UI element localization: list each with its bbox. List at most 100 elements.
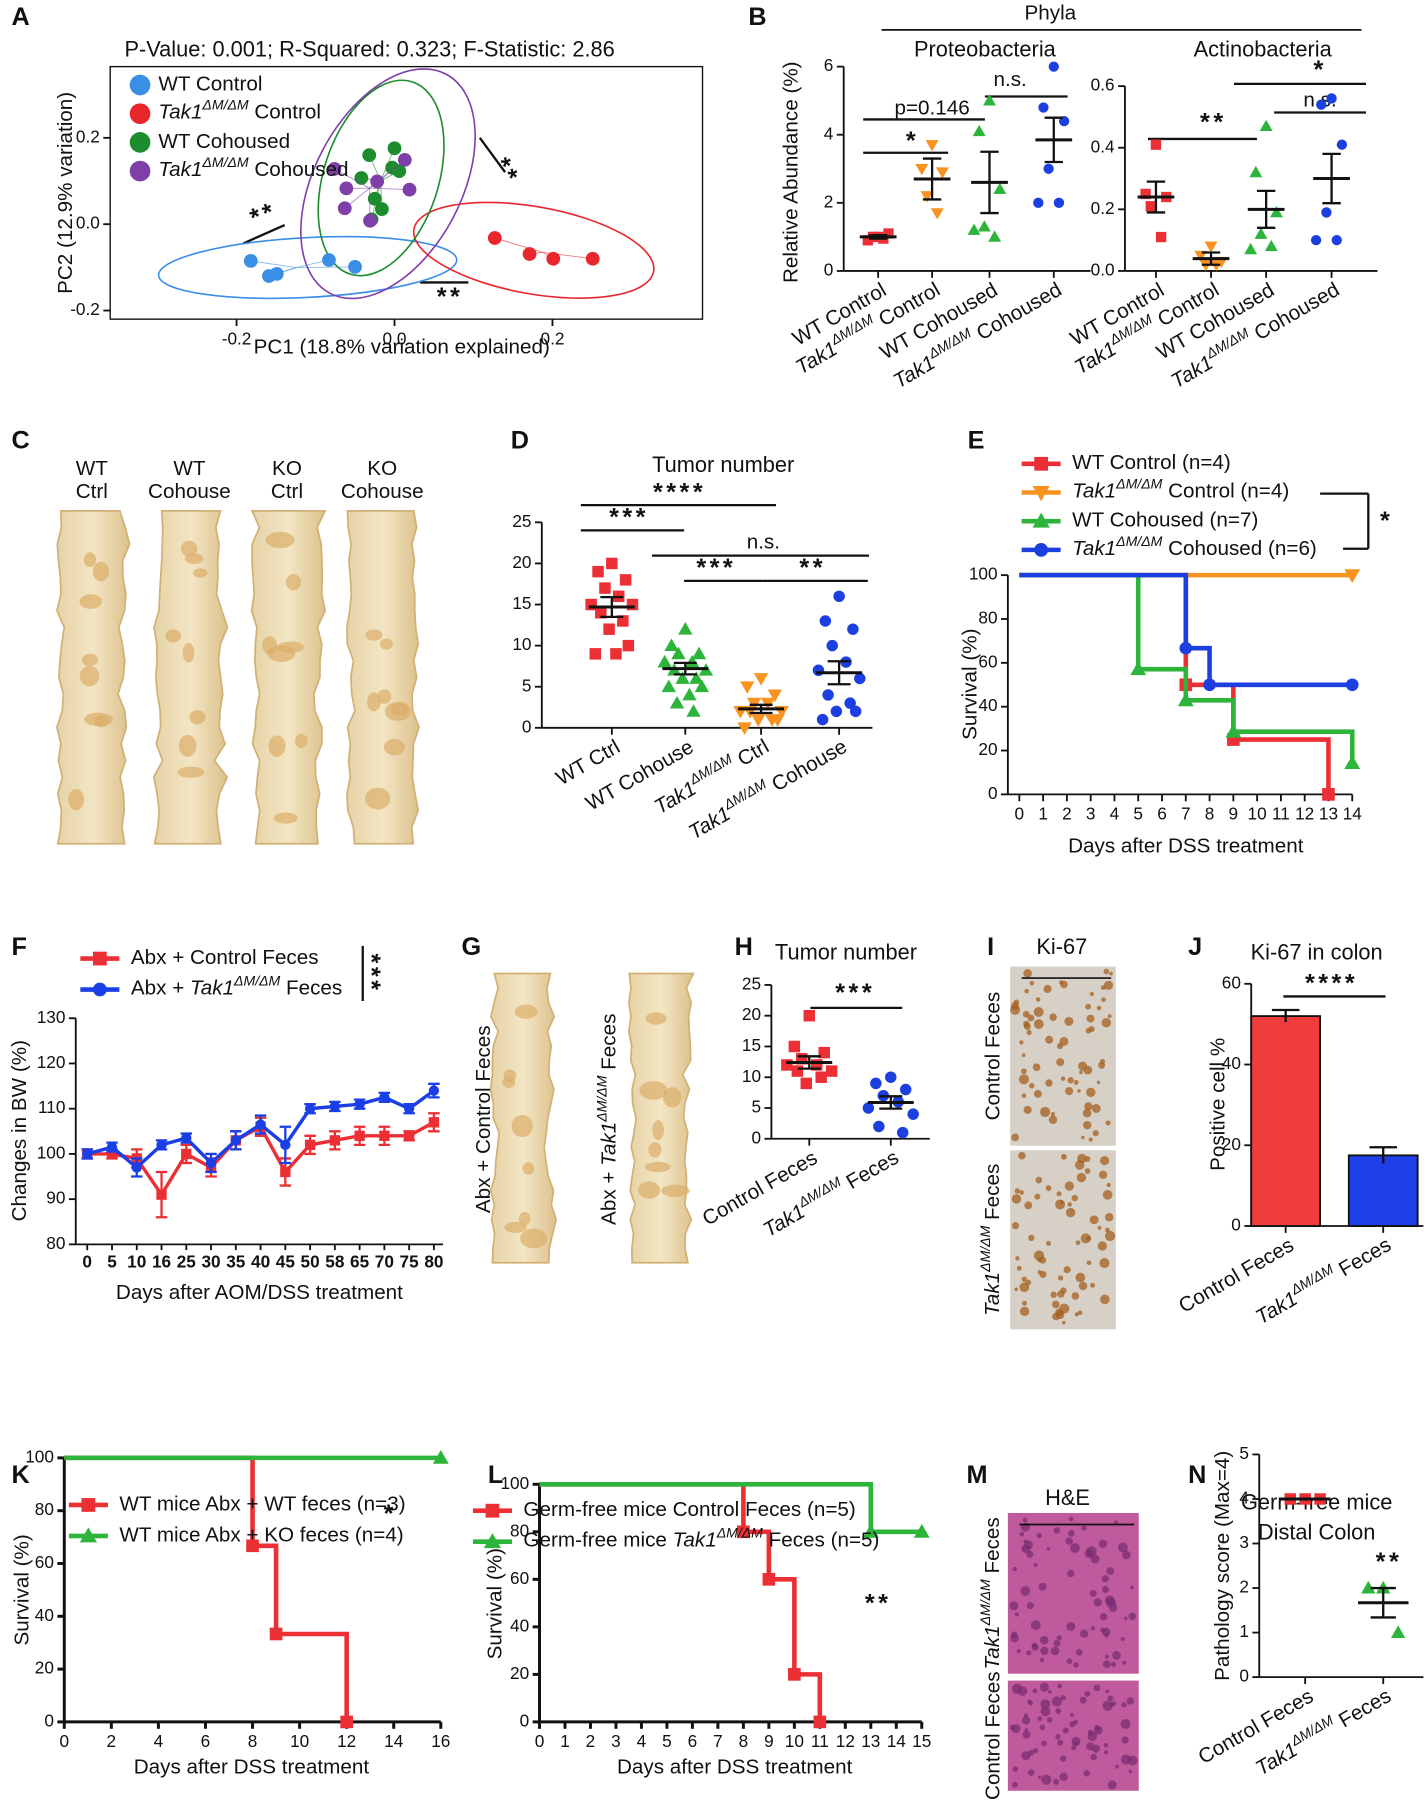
x-tick-label: 9 [1229,804,1239,824]
cell [1101,997,1106,1003]
cell [1025,1279,1032,1286]
y-tick-label: 60 [35,1552,54,1572]
colon-nodule [514,1004,538,1019]
marker [671,646,686,660]
colon-nodule [177,766,205,778]
cell [1022,1010,1030,1018]
panel-label: K [11,1461,29,1489]
cell [1102,1189,1113,1200]
marker [664,638,679,652]
marker [983,94,996,106]
cell [1068,1530,1075,1537]
cell [1037,1270,1042,1275]
cell [1084,1102,1093,1111]
panel-label: N [1188,1461,1206,1489]
marker [610,648,622,660]
marker [603,623,615,635]
error-bar [673,661,697,676]
marker [988,230,1002,242]
marker [487,231,502,245]
colon-nodule [639,1081,668,1100]
cell [1075,1240,1081,1246]
error-bar [1322,152,1341,205]
cell [1021,1276,1027,1282]
cell [1073,1080,1079,1085]
marker [691,646,707,660]
marker [428,1085,440,1096]
cell [1024,1201,1033,1210]
x-tick-label: 0 [535,1731,545,1751]
y-axis-label: Survival (%) [959,629,982,740]
cell [1045,1035,1054,1044]
cell [1064,1181,1074,1191]
cell [1077,1153,1087,1164]
marker [870,1077,882,1090]
cell [1066,1658,1073,1665]
cell [1089,1215,1099,1225]
marker [803,1009,816,1022]
cell [1027,1769,1035,1776]
marker [1034,543,1049,557]
marker [546,251,561,266]
colon-nodule [661,1184,690,1197]
y-tick-label: 80 [46,1233,65,1253]
cell [1101,1575,1109,1583]
panel-label: H [735,933,753,961]
annotation: *** [835,979,875,1007]
marker [993,182,1007,195]
colon-nodule [522,1162,535,1175]
marker [243,253,258,268]
cell [1109,971,1113,976]
y-tick-label: 0 [751,1127,761,1147]
cell [1059,1036,1069,1046]
cell [1087,1729,1094,1736]
cell [1124,1616,1128,1621]
y-tick-label: 2 [1239,1577,1249,1597]
cell [1018,1151,1026,1160]
y-tick-label: 0 [1239,1666,1249,1686]
legend-marker [129,74,151,96]
cell [1015,1256,1020,1261]
marker [657,654,672,668]
cell [1041,1740,1047,1747]
marker [873,1120,885,1133]
x-tick-label: 0.0 [383,328,407,348]
x-tick-label: 9 [764,1731,774,1751]
marker [606,557,618,570]
x-tick-label: 5 [1133,804,1143,824]
cell [1104,1654,1109,1659]
cell [1048,1115,1058,1124]
marker [791,1065,804,1077]
cell [1120,1636,1125,1641]
cell [1049,1013,1057,1021]
y-tick-label: 60 [978,651,997,671]
marker [379,1130,390,1141]
panel-label: E [968,427,985,455]
x-axis-label: Days after DSS treatment [617,1755,853,1778]
x-tick-label: 58 [325,1251,345,1271]
legend-label: WT Cohoused (n=7) [1072,509,1258,532]
colon-nodule [644,1161,671,1173]
chart-title: Tumor number [775,940,917,965]
marker [269,266,284,281]
x-axis-label: Days after DSS treatment [1068,835,1304,858]
y-tick-label: 110 [38,1097,65,1117]
marker [329,1135,341,1146]
cell [1069,1712,1074,1717]
cell [1022,1300,1028,1306]
x-tick-label: 8 [248,1731,258,1751]
y-axis-label: Relative Abundance (%) [780,61,803,283]
cell [1103,968,1110,975]
cell [1091,1744,1101,1753]
y-tick-label: 100 [25,1446,54,1466]
marker [379,1092,390,1103]
marker [822,689,834,701]
colon-nodule [81,653,99,667]
marker [402,182,417,197]
cell [1071,1744,1077,1751]
marker [432,1449,449,1464]
cell [1022,1730,1031,1739]
cell [1102,1700,1113,1711]
legend-label: Tak1ΔM/ΔM Cohoused [158,154,348,182]
cell [1021,1751,1031,1761]
